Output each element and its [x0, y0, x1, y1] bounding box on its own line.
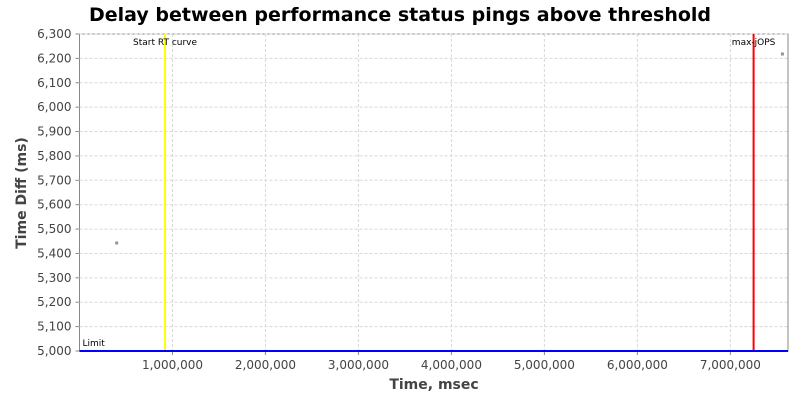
data-point — [780, 52, 784, 56]
x-tick-label: 7,000,000 — [700, 358, 761, 372]
y-tick-label: 5,800 — [37, 149, 71, 163]
y-tick-label: 5,200 — [37, 295, 71, 309]
y-tick-label: 6,100 — [37, 76, 71, 90]
marker-label: Start RT curve — [133, 38, 197, 48]
y-tick-label: 5,700 — [37, 173, 71, 187]
y-tick-label: 6,000 — [37, 100, 71, 114]
y-tick-label: 6,200 — [37, 51, 71, 65]
plot-area — [79, 33, 789, 352]
marker-label: max-jOPS — [732, 38, 776, 48]
y-axis-label: Time Diff (ms) — [14, 137, 30, 249]
x-tick-label: 3,000,000 — [328, 358, 389, 372]
x-tick-label: 2,000,000 — [235, 358, 296, 372]
x-tick-label: 4,000,000 — [421, 358, 482, 372]
y-tick-label: 5,000 — [37, 344, 71, 358]
markers: Start RT curve max-jOPS Limit — [79, 34, 788, 352]
x-tick-label: 5,000,000 — [514, 358, 575, 372]
y-tick-label: 5,600 — [37, 198, 71, 212]
y-tick-label: 6,300 — [37, 27, 71, 41]
points — [115, 52, 784, 245]
y-tick-label: 5,400 — [37, 246, 71, 260]
data-point — [115, 241, 119, 245]
x-tick-label: 1,000,000 — [142, 358, 203, 372]
ticks: 1,000,000 2,000,000 3,000,000 4,000,000 5,00… — [37, 27, 761, 372]
x-tick-label: 6,000,000 — [607, 358, 668, 372]
chart-title: Delay between performance status pings a… — [89, 4, 711, 26]
marker-label: Limit — [83, 339, 106, 349]
y-tick-label: 5,900 — [37, 125, 71, 139]
y-tick-label: 5,100 — [37, 320, 71, 334]
x-axis-label: Time, msec — [389, 377, 478, 393]
y-tick-label: 5,300 — [37, 271, 71, 285]
y-tick-label: 5,500 — [37, 222, 71, 236]
